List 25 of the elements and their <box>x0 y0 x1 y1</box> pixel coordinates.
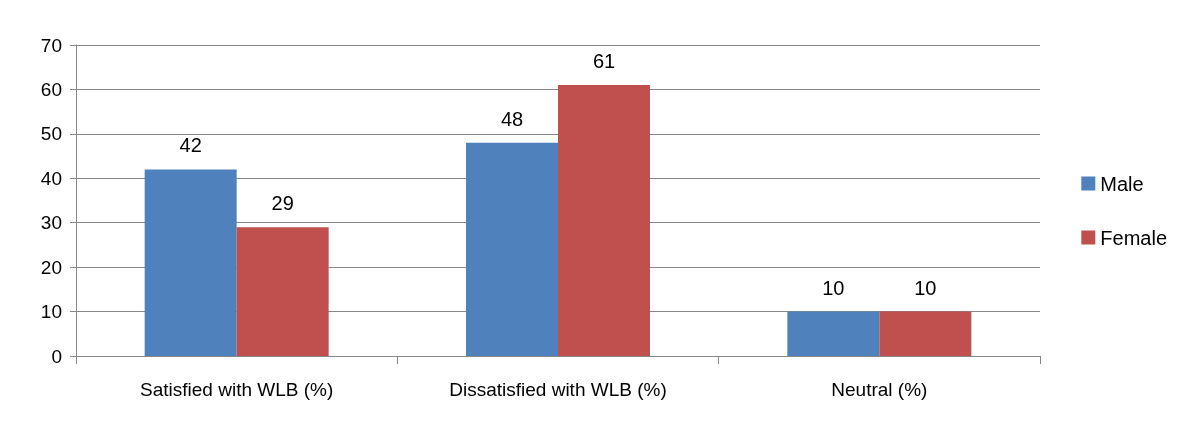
data-label: 61 <box>592 49 616 72</box>
legend-label: Male <box>1100 172 1144 195</box>
y-tick-label: 50 <box>40 123 62 145</box>
bar <box>144 169 237 356</box>
x-tick-label: Neutral (%) <box>831 379 928 400</box>
y-tick-label: 30 <box>40 212 62 234</box>
data-label: 29 <box>271 192 294 215</box>
bar <box>558 84 650 356</box>
x-tick-label: Dissatisfied with WLB (%) <box>449 379 667 400</box>
y-tick-label: 0 <box>51 345 62 367</box>
y-tick-label: 40 <box>40 167 62 189</box>
x-tick-label: Satisfied with WLB (%) <box>140 379 334 400</box>
y-tick-label: 20 <box>40 256 62 278</box>
data-label: 42 <box>179 134 202 157</box>
bar <box>787 311 880 356</box>
data-label: 10 <box>914 276 937 299</box>
y-tick-label: 60 <box>40 78 62 100</box>
bar <box>466 142 558 356</box>
data-label: 10 <box>822 276 845 299</box>
legend-label: Female <box>1100 226 1168 249</box>
bar <box>236 227 329 356</box>
y-tick-label: 70 <box>40 34 62 56</box>
y-tick-label: 10 <box>40 301 62 323</box>
data-label: 48 <box>500 107 524 130</box>
bar <box>879 311 972 356</box>
